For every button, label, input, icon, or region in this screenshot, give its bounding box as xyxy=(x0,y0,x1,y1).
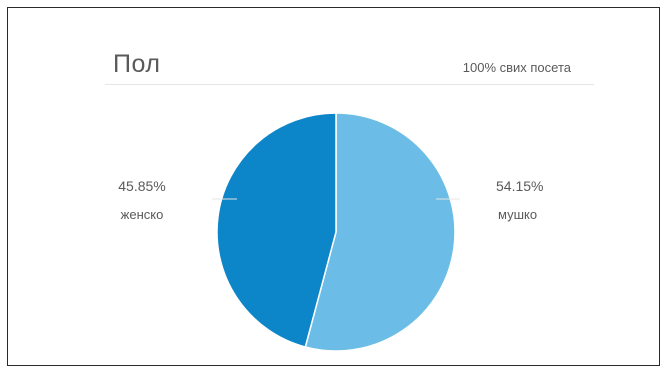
card-title: Пол xyxy=(113,50,161,78)
card-subtitle: 100% свих посета xyxy=(462,60,571,75)
header-divider xyxy=(105,84,594,85)
slice-value-label-female: 45.85% xyxy=(118,178,165,194)
pie-slice-male xyxy=(304,112,456,352)
slice-name-label-female: женско xyxy=(121,207,164,222)
slice-value-label-male: 54.15% xyxy=(496,178,543,194)
slice-name-label-male: мушко xyxy=(498,207,537,222)
pie-slice-female xyxy=(216,112,337,348)
